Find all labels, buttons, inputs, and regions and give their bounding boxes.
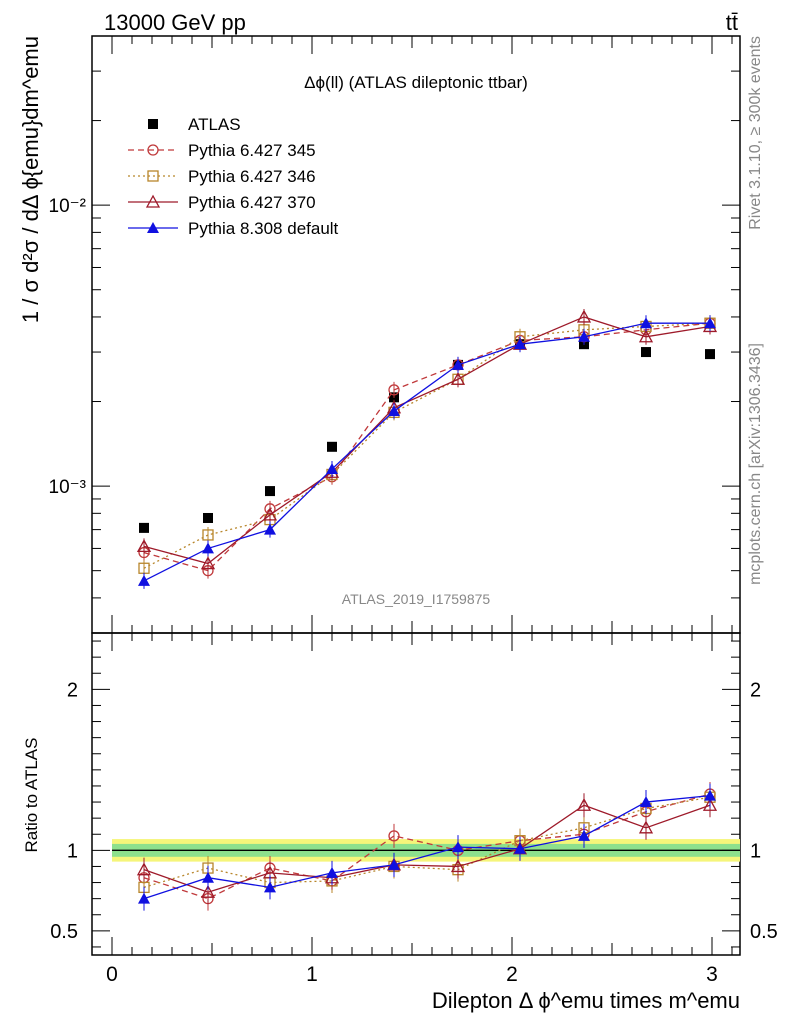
- ratio-data-point: [452, 841, 464, 853]
- legend-marker: [148, 119, 158, 129]
- ratio-y-tick-label: 2: [67, 679, 78, 701]
- main-data-point: [576, 309, 592, 323]
- main-data-point: [641, 347, 651, 358]
- ratio-data-point: [200, 884, 216, 898]
- main-series-1: [138, 315, 716, 579]
- legend-marker: [147, 222, 159, 233]
- ratio-series: [136, 782, 718, 911]
- main-y-tick-label: 10⁻²: [49, 196, 87, 217]
- main-data-point: [136, 539, 152, 553]
- main-data-point: [326, 463, 338, 475]
- x-tick-label: 3: [706, 963, 718, 986]
- ratio-data-point: [578, 829, 590, 841]
- ratio-data-point: [702, 797, 718, 811]
- analysis-label: ATLAS_2019_I1759875: [342, 591, 491, 607]
- main-series-line: [143, 322, 710, 582]
- x-tick-label: 1: [306, 963, 318, 986]
- main-data-point: [388, 405, 400, 417]
- ratio-y-axis-label: Ratio to ATLAS: [22, 738, 41, 853]
- main-data-point: [388, 384, 400, 396]
- rivet-version-label: Rivet 3.1.10, ≥ 300k events: [747, 36, 764, 230]
- main-data-point: [640, 317, 652, 329]
- ratio-data-point: [704, 789, 716, 801]
- ratio-y-tick-label: 0.5: [50, 921, 78, 943]
- main-series-line: [143, 322, 711, 572]
- main-series-line: [143, 316, 711, 565]
- main-panel: 10⁻³ 10⁻² Δϕ(ll) (ATLAS dileptonic ttbar)…: [18, 35, 741, 634]
- ratio-data-point: [640, 796, 652, 808]
- main-series-0: [139, 339, 715, 533]
- ratio-series-line: [143, 794, 711, 900]
- mcplots-label: mcplots.cern.ch [arXiv:1306.3436]: [747, 343, 764, 585]
- main-data-point: [200, 556, 216, 570]
- ratio-data-point: [638, 820, 654, 834]
- main-chart-title: Δϕ(ll) (ATLAS dileptonic ttbar): [304, 73, 528, 92]
- main-data-point: [638, 329, 654, 343]
- main-data-point: [202, 542, 214, 554]
- legend-label: Pythia 6.427 346: [188, 167, 316, 186]
- main-data-point: [578, 330, 590, 342]
- ratio-data-point: [450, 859, 466, 873]
- main-data-point: [202, 529, 214, 541]
- legend: ATLAS Pythia 6.427 345 Pythia 6.427 346 Pyt…: [128, 115, 339, 238]
- x-tick-label: 0: [106, 963, 118, 986]
- ratio-data-point: [326, 866, 338, 878]
- x-tick-label: 2: [506, 963, 518, 986]
- legend-marker: [147, 170, 159, 182]
- ratio-data-point: [576, 797, 592, 811]
- legend-label: Pythia 8.308 default: [188, 219, 339, 238]
- ratio-panel: 0.5 0.5 1 1 2 2 0 1 2 3 Ratio to ATLAS Dilepton Δ…: [22, 632, 778, 1013]
- ratio-uncertainty-band: [112, 839, 740, 862]
- main-data-point: [450, 371, 466, 385]
- ratio-data-point: [514, 842, 526, 854]
- legend-label: Pythia 6.427 370: [188, 193, 316, 212]
- main-series-4: [138, 315, 716, 589]
- main-data-point: [704, 317, 716, 329]
- header-process-label: tt̄: [726, 10, 738, 35]
- ratio-data-point: [388, 830, 400, 842]
- ratio-panel-frame: [91, 632, 741, 956]
- ratio-series-3: [138, 783, 716, 911]
- ratio-y-tick-label-right: 2: [750, 679, 761, 701]
- ratio-series-line: [143, 793, 711, 900]
- main-data-point: [138, 574, 150, 586]
- main-series: [136, 308, 718, 589]
- ratio-data-point: [202, 871, 214, 883]
- ratio-y-tick-label-right: 0.5: [750, 921, 778, 943]
- main-series-2: [138, 315, 716, 577]
- main-y-tick-label: 10⁻³: [49, 477, 87, 498]
- main-data-point: [705, 349, 715, 360]
- main-data-point: [139, 522, 149, 533]
- main-data-point: [265, 486, 275, 497]
- header-collision-label: 13000 GeV pp: [104, 10, 246, 35]
- main-data-point: [452, 358, 464, 370]
- main-data-point: [262, 507, 278, 521]
- legend-label: Pythia 6.427 345: [188, 141, 316, 160]
- x-axis-label: Dilepton Δ ϕ^emu times m^emu: [432, 988, 740, 1013]
- ratio-y-tick-label-right: 1: [750, 840, 761, 862]
- main-axis-ticks: 10⁻³ 10⁻²: [49, 35, 740, 634]
- ratio-data-point: [136, 862, 152, 876]
- main-data-point: [264, 523, 276, 535]
- main-y-axis-label: 1 / σ d²σ / dΔ ϕ{emu}dm^emu: [18, 36, 43, 323]
- legend-marker: [147, 144, 159, 156]
- main-series-3: [136, 308, 718, 572]
- ratio-y-tick-label: 1: [67, 840, 78, 862]
- legend-label: ATLAS: [188, 115, 241, 134]
- ratio-data-point: [138, 892, 150, 904]
- main-data-point: [327, 441, 337, 452]
- legend-marker: [145, 194, 161, 208]
- main-series-line: [143, 322, 711, 569]
- ratio-data-point: [388, 858, 400, 870]
- ratio-data-point: [264, 881, 276, 893]
- main-data-point: [203, 512, 213, 523]
- ratio-series-line: [143, 796, 711, 889]
- main-data-point: [514, 338, 526, 350]
- ratio-axis-ticks: 0.5 0.5 1 1 2 2 0 1 2 3: [50, 633, 778, 986]
